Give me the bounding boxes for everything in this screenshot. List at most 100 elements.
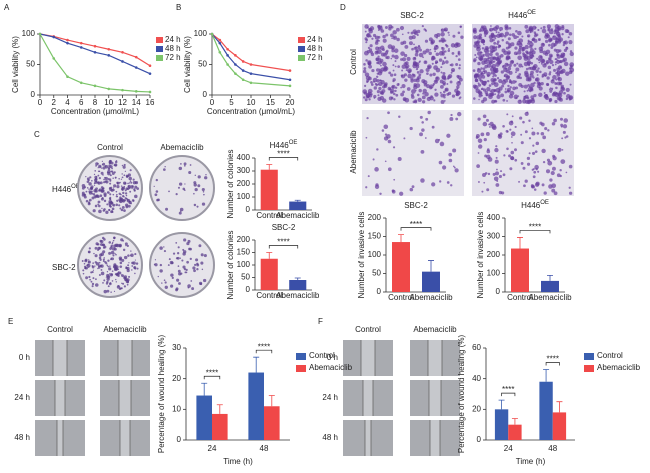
cell: [534, 47, 537, 50]
colony: [93, 173, 96, 176]
row-label: 48 h: [14, 433, 30, 442]
cell: [489, 25, 492, 27]
error-bar: [543, 369, 550, 382]
cell: [380, 80, 385, 85]
error-bar: [428, 260, 434, 272]
colony: [102, 260, 105, 263]
cell: [362, 89, 368, 94]
cell: [362, 96, 366, 99]
colony: [95, 242, 99, 246]
cell: [520, 141, 524, 145]
cell: [540, 27, 543, 30]
cell: [380, 52, 385, 57]
cell: [477, 82, 480, 85]
legend-label: 48 h: [165, 44, 181, 53]
cell: [429, 73, 433, 77]
cell: [365, 41, 368, 44]
cell: [402, 90, 405, 94]
significance-label: ****: [277, 150, 289, 159]
colony: [188, 170, 192, 175]
cell: [392, 69, 395, 72]
cell: [364, 30, 367, 33]
cell: [560, 159, 566, 164]
cell: [440, 71, 443, 74]
colony: [86, 177, 90, 181]
cell: [510, 120, 514, 123]
column-label: Abemaciclib: [413, 325, 457, 334]
error-bar: [268, 395, 275, 407]
colony: [102, 258, 105, 261]
cell: [425, 117, 429, 121]
cell: [511, 80, 516, 84]
y-tick-label: 400: [237, 153, 251, 162]
cell: [397, 83, 400, 85]
cell: [538, 92, 543, 98]
x-axis-label: Concentration (μmol/mL): [51, 107, 140, 116]
cell: [475, 56, 478, 59]
colony: [156, 198, 159, 202]
cell: [506, 69, 510, 74]
error-bar: [511, 418, 518, 425]
colony: [88, 251, 91, 254]
colony: [203, 193, 205, 196]
colony: [106, 271, 109, 273]
colony: [127, 182, 129, 185]
colony: [198, 244, 202, 248]
colony: [161, 282, 163, 284]
cell: [486, 149, 491, 154]
cell: [482, 88, 487, 92]
cell: [514, 148, 517, 152]
cell: [543, 92, 546, 94]
colony: [95, 283, 99, 287]
cell: [417, 97, 422, 103]
x-axis-label: Time (h): [223, 457, 253, 466]
cell: [546, 83, 550, 86]
cell: [506, 52, 511, 56]
cell: [445, 60, 449, 64]
y-axis-label: Percentage of wound healing (%): [157, 335, 166, 454]
colony: [120, 193, 122, 196]
colony: [109, 265, 111, 267]
cell: [548, 43, 551, 47]
cell: [435, 76, 440, 81]
point: [234, 54, 237, 57]
colony: [101, 207, 103, 210]
colony: [94, 261, 97, 264]
cell: [555, 86, 558, 90]
colony: [165, 207, 169, 211]
cell: [455, 117, 459, 121]
x-tick-label: 6: [79, 98, 84, 107]
cell: [503, 154, 506, 157]
colony: [164, 285, 168, 289]
cell: [513, 51, 518, 56]
cell: [565, 46, 569, 50]
cell: [456, 42, 461, 48]
legend-swatch: [156, 46, 163, 52]
cell: [498, 44, 502, 48]
colony: [180, 163, 182, 165]
colony: [178, 182, 183, 186]
colony: [84, 267, 87, 270]
cell: [441, 61, 446, 65]
colony: [193, 181, 197, 185]
bar: [422, 271, 440, 292]
chart-title: H446OE: [270, 140, 298, 151]
cell: [431, 55, 436, 60]
cell: [451, 94, 456, 98]
point: [52, 35, 56, 39]
cell: [456, 81, 462, 86]
cell: [533, 34, 537, 38]
cell: [561, 149, 564, 151]
colony: [191, 287, 195, 291]
cell: [531, 38, 534, 42]
colony: [88, 259, 90, 261]
colony: [121, 258, 125, 262]
colony: [95, 180, 98, 183]
colony: [110, 291, 112, 293]
cell: [482, 67, 486, 71]
colony: [97, 248, 100, 252]
cell: [508, 94, 514, 99]
cell: [530, 56, 533, 58]
cell: [511, 115, 514, 118]
dish: [149, 155, 215, 221]
